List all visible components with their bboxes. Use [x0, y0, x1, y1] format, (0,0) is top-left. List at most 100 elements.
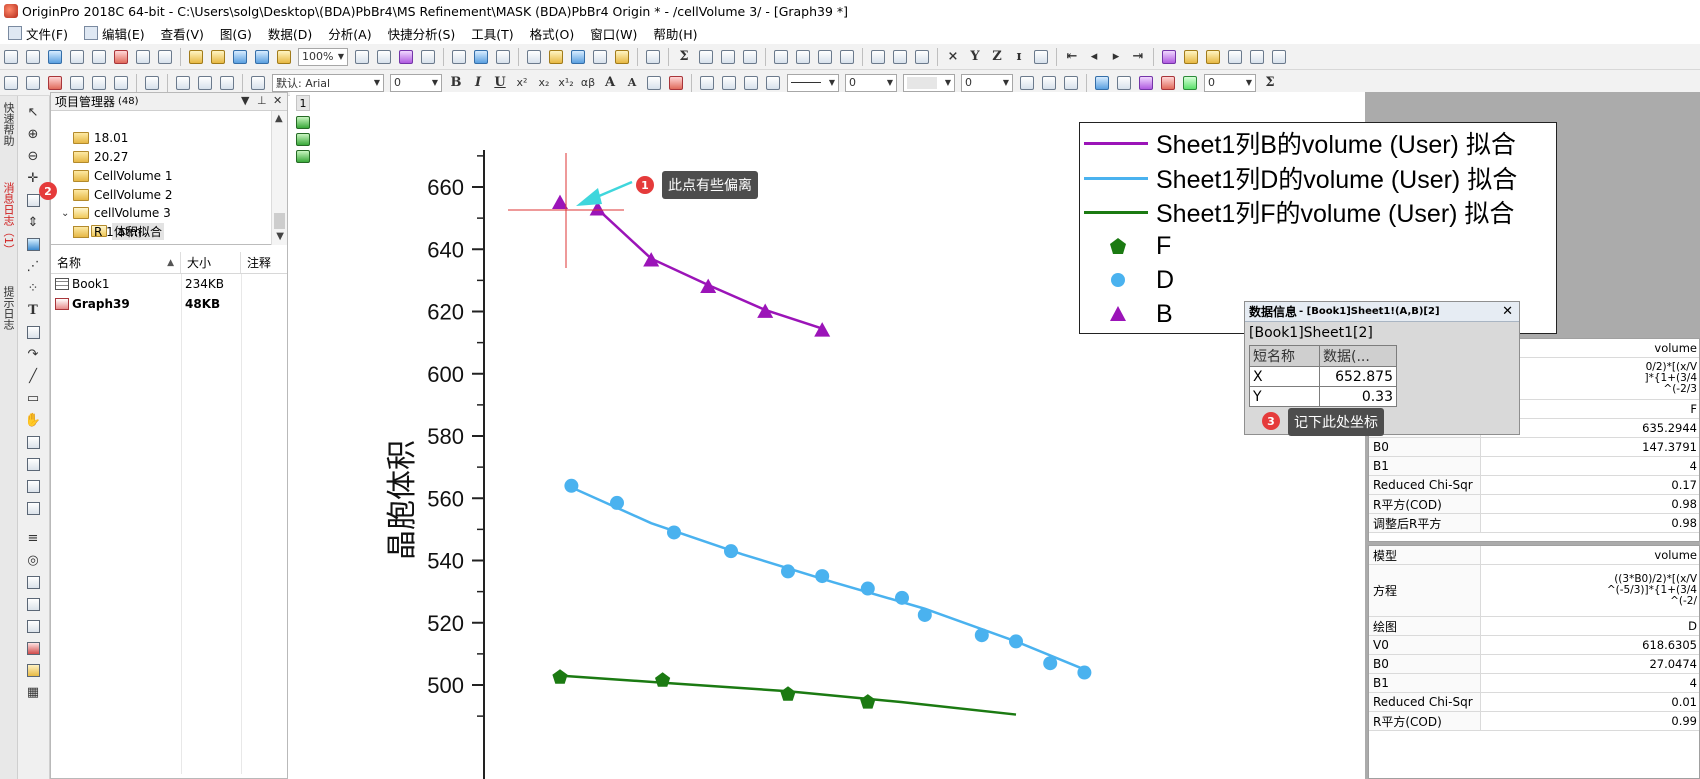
screen-reader-tool[interactable]: ✛	[27, 170, 39, 186]
underline-button[interactable]: U	[494, 75, 506, 90]
open-button[interactable]	[187, 48, 205, 66]
first-button[interactable]: ⇤	[1066, 49, 1078, 64]
new-workbook-button[interactable]	[46, 48, 64, 66]
file-row-book1[interactable]: Book1 234KB	[51, 274, 287, 294]
italic-button[interactable]: I	[474, 75, 482, 90]
circle-tool[interactable]: ◎	[27, 552, 39, 568]
recalculate-button[interactable]	[275, 48, 293, 66]
project-explorer-button[interactable]	[525, 48, 543, 66]
color-map-button[interactable]	[1181, 74, 1199, 92]
scroll-thumb[interactable]	[274, 213, 285, 229]
font-size-combo[interactable]: 0 ▼	[390, 73, 442, 92]
tree-folder-r-1atm-row[interactable]: R 1 atm	[73, 223, 141, 241]
sum-button[interactable]: Σ	[1265, 75, 1275, 90]
origin-app-icon[interactable]	[4, 4, 18, 18]
set-z-button[interactable]: Z	[992, 49, 1002, 64]
new-folder-button[interactable]	[24, 48, 42, 66]
tree-folder-18-01[interactable]: 18.01	[73, 129, 128, 147]
tab-hint-log[interactable]: 提示日志	[2, 286, 15, 330]
scatter-plot-button[interactable]	[816, 48, 834, 66]
menu-view[interactable]: 查看(V)	[160, 26, 204, 42]
descriptive-stats-button[interactable]	[697, 48, 715, 66]
table-button[interactable]	[46, 74, 64, 92]
scroll-down-icon[interactable]: ▼	[276, 231, 284, 242]
copy-format-button[interactable]	[143, 74, 161, 92]
fit-button[interactable]	[1093, 74, 1111, 92]
cut-button[interactable]	[174, 74, 192, 92]
split-button[interactable]	[112, 74, 130, 92]
pattern-button[interactable]	[720, 74, 738, 92]
copy-button[interactable]	[196, 74, 214, 92]
clear-column-button[interactable]: ×	[947, 49, 959, 64]
filter-settings-button[interactable]	[913, 48, 931, 66]
file-row-graph39[interactable]: Graph39 48KB	[51, 294, 287, 314]
menu-tools[interactable]: 工具(T)	[471, 26, 514, 42]
menu-graph[interactable]: 图(G)	[219, 26, 252, 42]
zoom-in-tool[interactable]: ⊕	[27, 126, 39, 142]
data-info-panel[interactable]: 数据信息 - [Book1]Sheet1!(A,B)[2] ✕ [Book1]S…	[1244, 301, 1520, 435]
sort-button[interactable]	[719, 48, 737, 66]
pin-icon[interactable]: ⊥	[257, 94, 267, 107]
data-info-button[interactable]	[569, 48, 587, 66]
equation-tool[interactable]	[24, 477, 42, 495]
zoom-fit-button[interactable]	[1115, 74, 1133, 92]
data-selector-tool[interactable]: ⇕	[27, 214, 39, 230]
refresh-button[interactable]	[419, 48, 437, 66]
save-button[interactable]	[231, 48, 249, 66]
open-template-button[interactable]	[209, 48, 227, 66]
new-function-button[interactable]	[112, 48, 130, 66]
tab-message-log[interactable]: 消息日志（1）	[2, 182, 15, 255]
column-size-header[interactable]: 大小	[181, 252, 241, 273]
layer-tool[interactable]	[24, 499, 42, 517]
tab-quick-help[interactable]: 快速帮助	[2, 102, 15, 146]
column-comment-header[interactable]: 注释	[247, 256, 272, 270]
add-column-button[interactable]	[644, 48, 662, 66]
symbol-size-combo[interactable]: 0 ▼	[961, 73, 1013, 92]
hand-tool[interactable]: ✋	[24, 412, 42, 428]
y-axis-label[interactable]: 晶胞体积	[385, 440, 420, 560]
line-style-combo[interactable]: ▼	[787, 73, 839, 92]
stamp-tool[interactable]	[24, 639, 42, 657]
zoom-combo[interactable]: 100% ▼	[298, 47, 348, 66]
next-button[interactable]: ▸	[1112, 49, 1120, 64]
batch-button[interactable]	[1248, 48, 1266, 66]
new-project-button[interactable]	[2, 48, 20, 66]
new-notes-button[interactable]	[156, 48, 174, 66]
grid-button[interactable]	[24, 74, 42, 92]
menu-analysis[interactable]: 分析(A)	[328, 26, 372, 42]
subscript-button[interactable]: x₂	[538, 76, 550, 89]
add-text-button[interactable]	[2, 74, 20, 92]
insert-image-tool[interactable]	[24, 433, 42, 451]
font-name-combo[interactable]: 默认: Arial ▼	[272, 73, 384, 92]
line-width-combo[interactable]: 0 ▼	[845, 73, 897, 92]
set-none-button[interactable]	[1032, 48, 1050, 66]
tree-scrollbar[interactable]: ▲	[271, 111, 287, 245]
rescale-button[interactable]	[1137, 74, 1155, 92]
symbol-shape-combo[interactable]: ▼	[903, 73, 955, 92]
menu-window[interactable]: 窗口(W)	[590, 26, 638, 42]
save-template-button[interactable]	[253, 48, 271, 66]
app-settings-button[interactable]	[1226, 48, 1244, 66]
filter-button[interactable]	[869, 48, 887, 66]
apps-button[interactable]	[613, 48, 631, 66]
increase-font-button[interactable]: A	[604, 75, 616, 90]
greek-button[interactable]: αβ	[580, 76, 596, 89]
last-button[interactable]: ⇥	[1132, 49, 1144, 64]
previous-button[interactable]: ◂	[1090, 49, 1098, 64]
export-button[interactable]	[397, 48, 415, 66]
align-button[interactable]	[645, 74, 663, 92]
folder-tool[interactable]	[24, 661, 42, 679]
menu-edit[interactable]: 编辑(E)	[76, 24, 153, 43]
table-layout-button[interactable]	[1062, 74, 1080, 92]
chevron-down-icon[interactable]: ⌄	[61, 207, 70, 219]
menu-data[interactable]: 数据(D)	[267, 26, 313, 42]
scroll-up-icon[interactable]: ▲	[275, 113, 283, 124]
tree-folder-cellvolume-3[interactable]: ⌄ cellVolume 3	[61, 206, 171, 220]
tree-folder-cellvolume-1[interactable]: CellVolume 1	[73, 167, 173, 185]
y-axis[interactable]: 500 520 540 560 580 600 620 640 660	[427, 150, 485, 779]
code-builder-button[interactable]	[450, 48, 468, 66]
new-graph-button[interactable]	[68, 48, 86, 66]
pointer-tool[interactable]: ↖	[27, 104, 39, 120]
column-name-header[interactable]: 名称 ▲	[51, 252, 181, 273]
new-matrix-button[interactable]	[90, 48, 108, 66]
